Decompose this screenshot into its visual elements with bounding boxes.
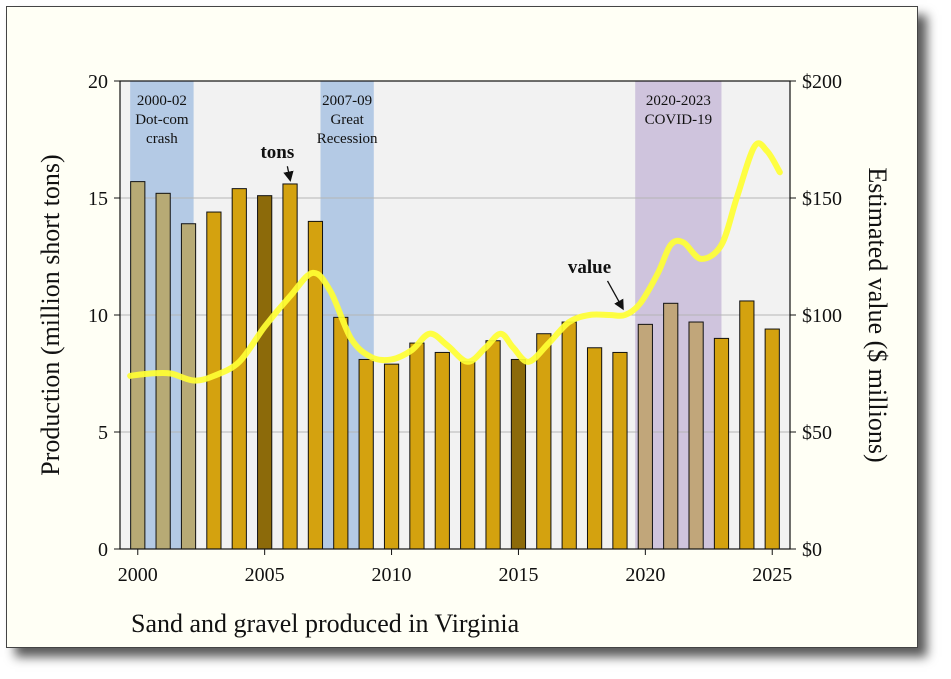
right-axis-title: Estimated value ($ millions) (863, 167, 892, 462)
chart-caption: Sand and gravel produced in Virginia (131, 609, 520, 638)
left-tick-label: 10 (88, 305, 108, 327)
chart: 2000-02 Dot-com crash 2007-09 Great Recession… (36, 71, 892, 638)
left-tick-label: 0 (98, 539, 108, 561)
shaded-period-label: 2020-2023 (646, 93, 711, 109)
bar-2010 (383, 363, 400, 550)
shaded-period-label: Recession (317, 131, 378, 147)
bar-2021 (663, 302, 679, 550)
bar-2000 (130, 181, 146, 550)
right-tick-label: $150 (802, 188, 842, 210)
bar-2013 (460, 361, 476, 550)
bar-2023 (713, 337, 730, 550)
x-tick-label: 2025 (752, 564, 792, 586)
right-tick-label: $200 (802, 71, 842, 93)
bar-2017 (561, 321, 577, 550)
left-axis-title: Production (million short tons) (36, 154, 65, 475)
bar-2018 (586, 347, 603, 550)
bar-2005 (257, 195, 273, 550)
bar-2006 (282, 183, 298, 550)
bar-2024 (739, 300, 755, 550)
shaded-period-label: COVID-19 (645, 112, 713, 128)
callout-tons: tons (260, 142, 294, 163)
x-tick-label: 2020 (625, 564, 665, 586)
left-tick-label: 15 (88, 188, 108, 210)
bar-2014 (485, 340, 501, 550)
shaded-period-label: 2007-09 (322, 93, 372, 109)
bar-2016 (536, 333, 552, 550)
bar-2002 (180, 223, 197, 550)
bar-2019 (612, 351, 628, 550)
bar-2015 (510, 358, 527, 550)
value-line (127, 140, 783, 384)
x-tick-label: 2010 (372, 564, 412, 586)
callout-arrow-value (606, 280, 624, 311)
right-tick-label: $50 (802, 422, 832, 444)
callout-arrow-tons (283, 166, 294, 182)
bar-2020 (637, 323, 653, 550)
x-tick-label: 2000 (118, 564, 158, 586)
shaded-period-label: crash (146, 131, 178, 147)
left-tick-label: 20 (88, 71, 108, 93)
shaded-period-label: 2000-02 (137, 93, 187, 109)
shaded-period-label: Dot-com (135, 112, 189, 128)
bar-2009 (358, 358, 374, 550)
callout-value: value (568, 257, 611, 278)
right-tick-label: $100 (802, 305, 842, 327)
x-tick-label: 2005 (245, 564, 285, 586)
bar-2008 (333, 316, 349, 550)
shaded-period-label: Great (330, 112, 364, 128)
bar-2025 (764, 328, 780, 550)
bar-2012 (434, 351, 450, 550)
left-tick-label: 5 (98, 422, 108, 444)
right-tick-label: $0 (802, 539, 822, 561)
bar-2011 (409, 342, 425, 550)
bar-2022 (688, 321, 704, 550)
chart-frame: 2000-02 Dot-com crash 2007-09 Great Recession… (6, 6, 918, 648)
x-tick-label: 2015 (498, 564, 538, 586)
